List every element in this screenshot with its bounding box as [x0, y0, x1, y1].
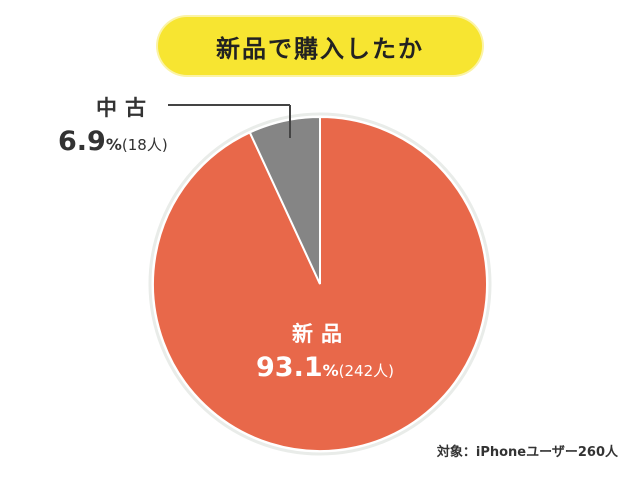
slice-value-new: 93.1%(242人)	[256, 352, 394, 383]
new-percent-value: 93.1	[256, 352, 323, 383]
slice-label-new: 新品	[292, 322, 350, 346]
slice-label-used: 中古	[96, 96, 154, 120]
used-percent-value: 6.9	[58, 126, 106, 157]
new-count: (242人)	[338, 362, 394, 380]
pie-outer-ring	[148, 112, 492, 456]
chart-title: 新品で購入したか	[158, 17, 482, 75]
used-percent-sign: %	[105, 135, 122, 154]
pie-slice-used	[248, 115, 321, 285]
used-count: (18人)	[121, 136, 168, 154]
new-percent-sign: %	[322, 361, 339, 380]
slice-value-used: 6.9%(18人)	[58, 126, 168, 157]
chart-footnote: 対象：iPhoneユーザー260人	[436, 445, 618, 460]
